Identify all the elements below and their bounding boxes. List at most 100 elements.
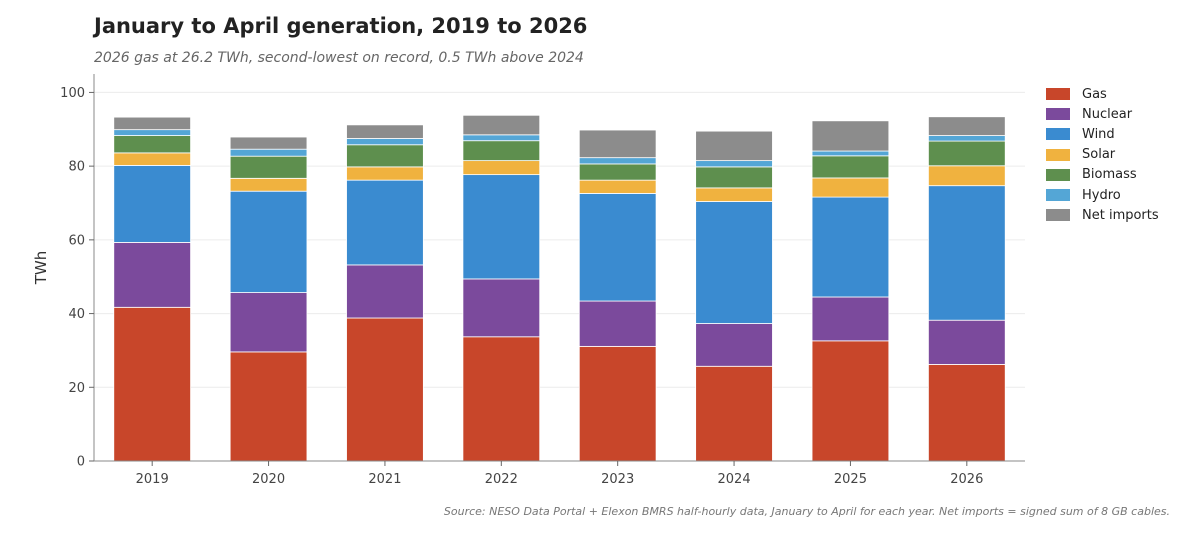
legend-swatch <box>1046 108 1070 121</box>
bar-segment-net-imports-2025 <box>811 120 890 152</box>
x-tick-label: 2020 <box>252 472 285 487</box>
bar-segment-net-imports-2020 <box>229 136 308 150</box>
chart-title: January to April generation, 2019 to 202… <box>94 14 588 38</box>
legend-label: Gas <box>1082 86 1107 102</box>
legend-item-nuclear: Nuclear <box>1046 104 1159 124</box>
bar-segment-gas-2023 <box>578 345 657 462</box>
legend-item-hydro: Hydro <box>1046 185 1159 205</box>
legend-label: Net imports <box>1082 207 1159 223</box>
y-tick-label: 60 <box>68 233 85 248</box>
chart-subtitle: 2026 gas at 26.2 TWh, second-lowest on r… <box>94 50 584 66</box>
bar-segment-net-imports-2022 <box>462 114 541 136</box>
x-tick-label: 2023 <box>601 472 634 487</box>
bar-segment-wind-2026 <box>928 185 1006 321</box>
bar-segment-solar-2021 <box>346 166 424 181</box>
bar-segment-wind-2019 <box>113 165 191 243</box>
bar-segment-biomass-2023 <box>578 163 657 181</box>
x-tick-label: 2026 <box>950 472 983 487</box>
bar-segment-net-imports-2019 <box>113 116 191 131</box>
bar-segment-solar-2025 <box>811 177 890 198</box>
bar-segment-solar-2026 <box>928 165 1006 187</box>
legend-label: Solar <box>1082 147 1116 163</box>
legend: Gas Nuclear Wind Solar Biomass Hydro Net impor… <box>1046 84 1159 225</box>
bar-segment-nuclear-2023 <box>578 300 657 347</box>
legend-swatch <box>1046 168 1070 181</box>
legend-label: Wind <box>1082 126 1115 142</box>
legend-item-biomass: Biomass <box>1046 165 1159 185</box>
bar-segment-biomass-2021 <box>346 144 424 168</box>
bar-segment-solar-2023 <box>578 179 657 194</box>
bar-segment-hydro-2023 <box>578 157 657 165</box>
bar-segment-solar-2022 <box>462 160 541 176</box>
legend-swatch <box>1046 128 1070 141</box>
bar-segment-gas-2019 <box>113 306 191 462</box>
legend-swatch <box>1046 189 1070 202</box>
x-tick-label: 2025 <box>834 472 867 487</box>
y-tick-label: 20 <box>68 381 85 396</box>
bar-segment-solar-2024 <box>695 187 773 202</box>
bar-segment-solar-2019 <box>113 152 191 166</box>
bar-segment-gas-2025 <box>811 340 890 462</box>
x-tick-label: 2024 <box>718 472 751 487</box>
bar-segment-biomass-2026 <box>928 140 1006 167</box>
bar-segment-nuclear-2020 <box>229 292 308 353</box>
bar-segment-nuclear-2022 <box>462 278 541 338</box>
legend-label: Nuclear <box>1082 106 1133 122</box>
legend-item-gas: Gas <box>1046 84 1159 104</box>
y-axis-title: TWh <box>32 251 50 286</box>
y-tick-label: 80 <box>68 160 85 175</box>
legend-swatch <box>1046 148 1070 161</box>
axes: TWh <box>32 74 1025 462</box>
bar-segment-gas-2024 <box>695 365 773 462</box>
bar-segment-biomass-2020 <box>229 155 308 179</box>
bar-segment-hydro-2022 <box>462 134 541 142</box>
legend-item-wind: Wind <box>1046 124 1159 144</box>
x-tick-label: 2019 <box>136 472 169 487</box>
bar-segment-wind-2024 <box>695 201 773 324</box>
bar-segment-hydro-2021 <box>346 138 424 146</box>
bar-segment-gas-2026 <box>928 364 1006 462</box>
bar-segment-nuclear-2026 <box>928 319 1006 365</box>
x-tick-label: 2021 <box>368 472 401 487</box>
legend-item-solar: Solar <box>1046 145 1159 165</box>
bar-segment-biomass-2019 <box>113 135 191 154</box>
bar-segment-nuclear-2024 <box>695 323 773 367</box>
bar-segment-gas-2020 <box>229 351 308 462</box>
legend-item-net-imports: Net imports <box>1046 205 1159 225</box>
legend-swatch <box>1046 209 1070 222</box>
bar-segment-net-imports-2024 <box>695 130 773 162</box>
bar-segment-wind-2025 <box>811 196 890 298</box>
bar-segment-biomass-2024 <box>695 166 773 189</box>
x-ticks: 2019 2020 2021 2022 2023 2024 2025 2026 <box>136 461 983 487</box>
legend-swatch <box>1046 88 1070 101</box>
bar-segment-hydro-2026 <box>928 135 1006 142</box>
bar-segment-net-imports-2021 <box>346 124 424 139</box>
bar-segment-hydro-2024 <box>695 160 773 168</box>
bar-segment-hydro-2025 <box>811 150 890 157</box>
bars <box>113 114 1006 462</box>
legend-label: Biomass <box>1082 167 1137 183</box>
bar-segment-nuclear-2019 <box>113 242 191 308</box>
bar-segment-gas-2022 <box>462 336 541 462</box>
bar-segment-nuclear-2021 <box>346 264 424 319</box>
bar-segment-hydro-2020 <box>229 148 308 157</box>
bar-segment-wind-2021 <box>346 179 424 266</box>
bar-segment-biomass-2022 <box>462 140 541 162</box>
bar-segment-wind-2023 <box>578 193 657 302</box>
bar-segment-net-imports-2026 <box>928 116 1006 136</box>
y-ticks: 0 20 40 60 80 100 <box>60 86 94 470</box>
legend-label: Hydro <box>1082 187 1121 203</box>
bar-segment-biomass-2025 <box>811 155 890 179</box>
bar-segment-hydro-2019 <box>113 129 191 136</box>
bar-segment-wind-2020 <box>229 190 308 293</box>
bar-segment-nuclear-2025 <box>811 296 890 342</box>
y-tick-label: 0 <box>77 455 85 470</box>
x-tick-label: 2022 <box>485 472 518 487</box>
bar-segment-wind-2022 <box>462 174 541 280</box>
bar-segment-gas-2021 <box>346 317 424 462</box>
y-tick-label: 100 <box>60 86 85 101</box>
bar-segment-net-imports-2023 <box>578 129 657 159</box>
chart-source-note: Source: NESO Data Portal + Elexon BMRS h… <box>443 505 1170 518</box>
y-tick-label: 40 <box>68 307 85 322</box>
